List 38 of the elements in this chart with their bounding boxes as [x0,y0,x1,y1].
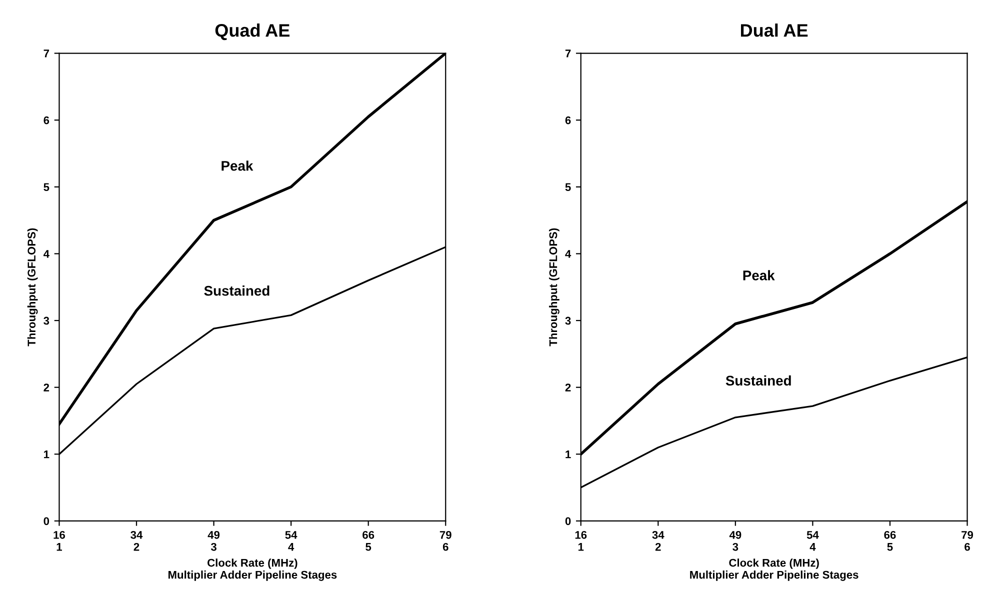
x-tick-label: 16 1 [575,530,587,551]
y-tick-label: 5 [565,183,571,192]
chart-title: Quad AE [215,24,290,40]
y-tick-label: 7 [565,50,571,58]
y-tick-label: 2 [44,384,50,392]
series-label: Sustained [204,286,270,296]
x-axis-title: Clock Rate (MHz) Multiplier Adder Pipeline Stages [690,558,858,581]
text: Peak [743,270,775,280]
y-axis-title: Throughput (GFLOPS) [27,228,38,346]
y-tick-label: 3 [565,316,571,325]
x-tick-label: 79 6 [440,530,452,551]
y-tick-label: 1 [44,450,50,458]
y-tick-label: 0 [565,517,571,526]
y-tick-label: 7 [44,50,50,58]
x-tick-label: 49 3 [729,530,742,551]
y-tick-label: 6 [565,116,571,124]
x-tick-label: 16 1 [54,530,65,551]
y-axis-title: Throughput (GFLOPS) [548,228,560,346]
x-tick-label: 66 5 [362,530,374,551]
x-tick-label: 79 6 [962,530,974,551]
x-tick-label: 54 4 [806,531,819,551]
y-tick-label: 2 [565,384,571,392]
x-tick-label: 54 4 [285,531,298,551]
x-tick-label: 34 2 [130,530,143,551]
x-tick-label: 66 5 [884,530,896,551]
y-tick-label: 1 [566,450,571,458]
y-tick-label: 4 [565,250,572,258]
y-tick-label: 5 [44,183,50,192]
y-tick-label: 6 [44,116,50,124]
y-tick-label: 0 [44,517,50,526]
x-tick-label: 49 3 [208,530,220,551]
text: Peak [222,160,254,171]
x-tick-label: 34 2 [652,530,664,551]
x-axis-title: Clock Rate (MHz) Multiplier Adder Pipeline Stages [168,558,337,581]
chart-title: Dual AE [740,24,808,37]
series-label: Sustained [726,375,791,386]
y-tick-label: 3 [44,316,50,325]
y-tick-label: 4 [43,250,50,258]
